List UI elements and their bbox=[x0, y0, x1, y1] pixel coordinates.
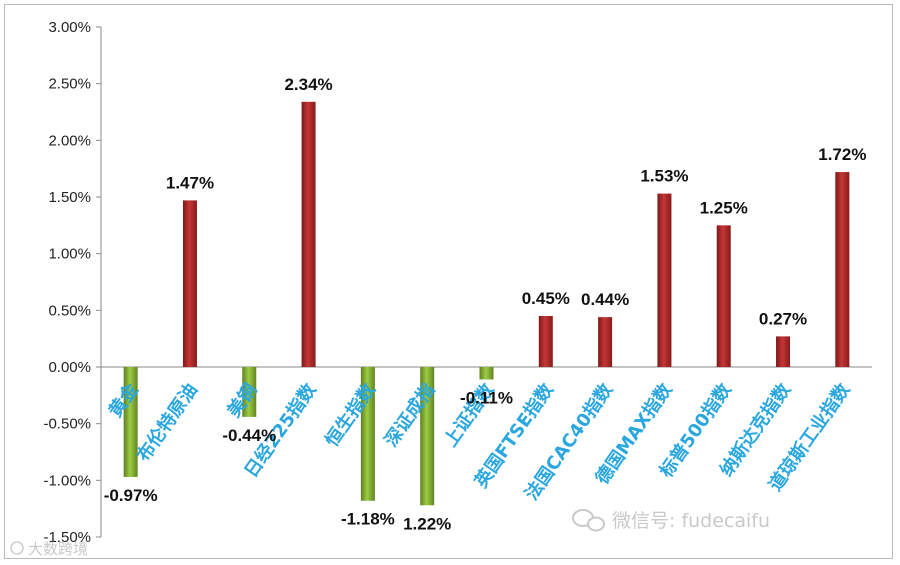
y-tick-label: 0.00% bbox=[48, 359, 91, 376]
data-label: 1.72% bbox=[818, 145, 866, 164]
bars bbox=[123, 101, 850, 506]
data-label: -0.11% bbox=[460, 388, 513, 407]
y-tick-label: 0.50% bbox=[48, 302, 91, 319]
data-label: 0.45% bbox=[522, 289, 570, 308]
y-tick-label: 2.50% bbox=[48, 76, 91, 93]
wechat-watermark: 微信号: fudecaifu bbox=[612, 510, 770, 532]
bar bbox=[716, 225, 731, 367]
data-label: 1.47% bbox=[166, 173, 214, 192]
data-label: 1.25% bbox=[700, 198, 748, 217]
watermarks: 微信号: fudecaifu 大数跨境 bbox=[10, 509, 770, 558]
data-label: -0.97% bbox=[104, 486, 158, 505]
data-label: 1.22% bbox=[403, 514, 451, 533]
category-label: 布伦特原油 bbox=[132, 379, 202, 465]
y-axis: 3.00% 2.50% 2.00% 1.50% 1.00% 0.50% 0.00% -0.50… bbox=[43, 19, 872, 546]
y-tick-label: 2.00% bbox=[48, 132, 91, 149]
bar bbox=[360, 367, 375, 501]
y-tick-label: 3.00% bbox=[48, 19, 91, 36]
data-label: 2.34% bbox=[284, 75, 332, 94]
y-tick-label: -0.50% bbox=[43, 416, 91, 433]
y-tick-label: -1.50% bbox=[43, 529, 91, 546]
y-tick-label: 1.50% bbox=[48, 189, 91, 206]
bar bbox=[420, 367, 435, 506]
bar bbox=[242, 367, 257, 417]
data-label: 0.44% bbox=[581, 290, 629, 309]
bar bbox=[657, 193, 672, 367]
y-tick-label: -1.00% bbox=[43, 472, 91, 489]
data-label: 1.53% bbox=[640, 167, 688, 186]
corner-watermark: 大数跨境 bbox=[28, 540, 88, 558]
data-label: -0.44% bbox=[222, 426, 276, 445]
bar bbox=[538, 316, 553, 367]
bar bbox=[123, 367, 138, 477]
bar bbox=[598, 317, 613, 367]
chart-frame bbox=[4, 4, 893, 559]
data-labels: -0.97% 1.47% -0.44% 2.34% -1.18% 1.22% -0.11% 0… bbox=[104, 75, 867, 533]
bar bbox=[301, 101, 316, 368]
data-label: 0.27% bbox=[759, 309, 807, 328]
bar bbox=[182, 200, 197, 367]
bar bbox=[835, 172, 850, 367]
data-label: -1.18% bbox=[341, 510, 395, 529]
bar bbox=[776, 336, 791, 367]
wechat-icon bbox=[572, 509, 605, 532]
corner-logo-icon bbox=[10, 541, 24, 555]
bar bbox=[479, 367, 494, 380]
y-tick-label: 1.00% bbox=[48, 246, 91, 263]
